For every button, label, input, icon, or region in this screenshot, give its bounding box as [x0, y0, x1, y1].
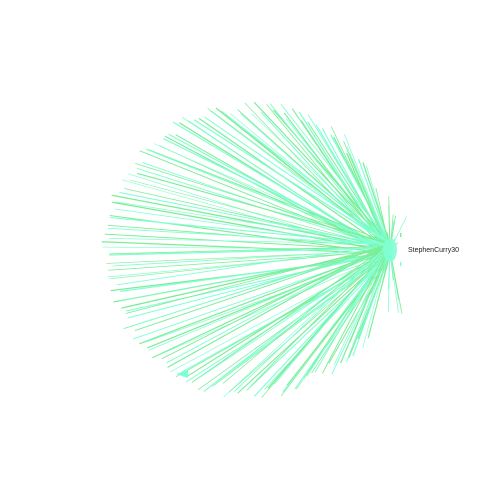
graph-edge — [145, 253, 391, 343]
graph-edge — [127, 249, 391, 319]
graph-edge — [246, 254, 391, 391]
graph-edge — [221, 110, 391, 244]
graph-edge — [111, 194, 391, 249]
graph-edge — [280, 104, 391, 244]
graph-edge — [207, 108, 391, 245]
graph-edge — [253, 101, 391, 247]
graph-edge — [107, 227, 391, 246]
graph-edge — [269, 103, 391, 252]
graph-edge — [116, 243, 391, 286]
graph-edge — [330, 126, 391, 250]
graph-edge — [229, 113, 391, 246]
graph-edge — [228, 251, 391, 393]
graph-edge — [307, 114, 391, 250]
graph-edge — [145, 148, 391, 247]
graph-edge — [250, 244, 391, 387]
hub-label: StephenCurry30 — [408, 247, 459, 254]
graph-edge — [223, 242, 391, 398]
graph-edge — [116, 201, 391, 245]
graph-edge — [172, 121, 391, 253]
graph-edge — [330, 134, 391, 245]
graph-edge — [349, 244, 391, 343]
graph-edge — [274, 247, 391, 385]
graph-edge — [322, 243, 391, 374]
graph-edge — [134, 244, 391, 332]
graph-edge — [129, 179, 391, 249]
graph-edge — [193, 119, 391, 246]
graph-edge — [167, 242, 391, 368]
graph-edge — [109, 216, 391, 246]
graph-edge — [260, 111, 391, 254]
small-node — [400, 262, 402, 266]
hub-node-group — [176, 233, 402, 378]
graph-edge — [109, 246, 391, 255]
graph-edge — [358, 158, 391, 248]
graph-edge — [125, 244, 391, 314]
graph-edge — [148, 149, 391, 244]
graph-edge — [251, 113, 391, 245]
graph-edge — [314, 244, 391, 373]
graph-edge — [212, 254, 391, 387]
edge-layer — [101, 101, 407, 398]
graph-edge — [136, 172, 391, 245]
graph-edge — [191, 243, 391, 383]
graph-edge — [204, 116, 391, 244]
graph-edge — [110, 249, 391, 279]
graph-edge — [115, 208, 391, 248]
graph-edge — [125, 252, 391, 312]
hub-node[interactable] — [383, 238, 397, 262]
graph-edge — [233, 243, 391, 392]
graph-edge — [120, 254, 391, 293]
graph-edge — [186, 247, 391, 378]
graph-edge — [367, 254, 391, 339]
graph-edge — [109, 247, 391, 256]
graph-edge — [139, 150, 391, 252]
graph-edge — [215, 252, 391, 383]
graph-edge — [112, 249, 391, 267]
graph-edge — [166, 242, 391, 364]
leaf-node-marker — [176, 370, 188, 378]
graph-edge — [210, 110, 391, 248]
graph-edge — [285, 118, 391, 248]
graph-edge — [254, 250, 391, 397]
graph-edge — [170, 253, 391, 373]
graph-edge — [222, 242, 391, 384]
graph-edge — [203, 245, 391, 392]
graph-edge — [135, 163, 391, 245]
graph-edge — [164, 135, 391, 256]
graph-edge — [358, 254, 391, 338]
graph-edge — [333, 243, 391, 366]
graph-edge — [161, 242, 391, 360]
graph-edge — [155, 253, 391, 357]
graph-edge — [109, 238, 391, 245]
graph-edge — [121, 246, 391, 309]
small-node — [400, 233, 402, 237]
